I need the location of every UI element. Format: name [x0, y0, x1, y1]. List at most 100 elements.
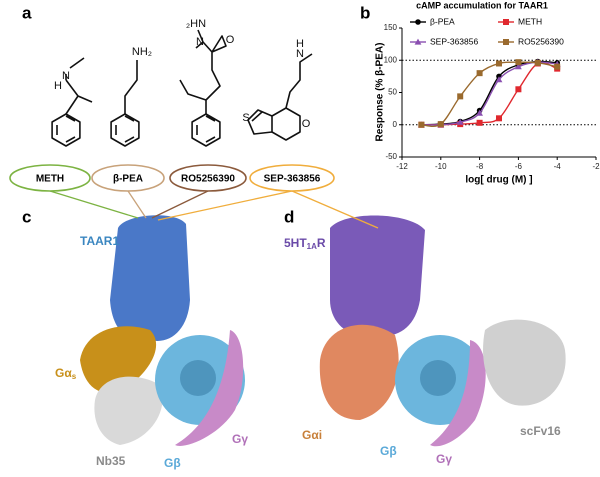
component-label: Gαs	[55, 366, 77, 381]
marker	[476, 109, 483, 116]
legend-label: β-PEA	[430, 16, 455, 26]
x-tick-label: -10	[435, 162, 447, 171]
density-map-c	[80, 215, 245, 446]
atom-label: N	[62, 70, 70, 82]
x-tick-label: -2	[592, 162, 600, 171]
atom-label: ₂HN	[186, 18, 206, 30]
gb-core	[420, 360, 456, 396]
bond	[179, 29, 227, 114]
marker	[495, 76, 503, 83]
molecule-skeletons	[51, 29, 313, 147]
label-main: scFv16	[520, 424, 561, 438]
name-ellipse	[9, 164, 91, 192]
x-tick-label: -6	[515, 162, 523, 171]
legend-marker	[414, 38, 422, 45]
atom-label: H	[54, 80, 62, 92]
name-ellipse	[169, 164, 247, 192]
legend-label: SEP-363856	[430, 36, 478, 46]
marker	[418, 121, 425, 128]
bond	[51, 113, 81, 147]
marker	[534, 59, 541, 66]
molecule-name: β-PEA	[113, 174, 143, 185]
gas-density	[80, 326, 157, 393]
component-label: scFv16	[520, 424, 561, 438]
panel-label: a	[22, 3, 32, 22]
x-tick-label: -8	[476, 162, 484, 171]
y-axis-label: Response (% β-PEA)	[375, 43, 386, 142]
marker	[456, 118, 464, 125]
marker	[476, 119, 483, 126]
label-main: Gαi	[302, 428, 322, 442]
atom-label: O	[226, 34, 235, 46]
label-sub: s	[72, 372, 77, 381]
legend-marker	[415, 19, 421, 25]
name-ellipse	[249, 164, 335, 192]
marker	[554, 63, 561, 70]
label-sub: 1A	[307, 242, 317, 251]
connector	[157, 190, 293, 221]
atom-label: H	[296, 38, 304, 50]
name-ellipse	[91, 164, 165, 192]
gg-density	[175, 330, 244, 446]
series-line	[421, 60, 558, 126]
bond	[124, 60, 138, 114]
atom-label: NH₂	[132, 46, 152, 58]
marker	[457, 93, 464, 100]
label-main: Gγ	[436, 452, 452, 466]
bond	[110, 113, 140, 147]
chart-title: cAMP accumulation for TAAR1	[416, 0, 548, 10]
label-main: TAAR1	[80, 234, 119, 248]
molecule-name: SEP-363856	[264, 174, 321, 185]
marker	[437, 121, 444, 128]
x-tick-label: -12	[396, 162, 408, 171]
molecule-name: RO5256390	[181, 174, 235, 185]
panel-label: c	[22, 207, 31, 226]
marker	[476, 70, 483, 77]
panel-label: b	[360, 3, 370, 22]
molecule-name: METH	[36, 174, 64, 185]
component-label: Gαi	[302, 428, 322, 442]
marker	[515, 59, 522, 66]
y-tick-label: -50	[385, 152, 397, 161]
marker	[496, 115, 502, 122]
bond	[65, 57, 93, 115]
component-label: TAAR1	[80, 234, 119, 248]
label-main: Gβ	[164, 456, 181, 470]
atom-label: S	[242, 112, 249, 124]
label-main: Gγ	[232, 432, 248, 446]
component-label: 5HT1AR	[284, 236, 326, 251]
marker	[515, 63, 522, 70]
nb35-density	[94, 376, 163, 445]
label-main: Gβ	[380, 444, 397, 458]
marker	[496, 60, 502, 67]
density-map-d	[319, 215, 566, 447]
x-axis-label: log[ drug (M) ]	[465, 175, 532, 186]
label-main: Nb35	[96, 454, 126, 468]
scfv16-density	[483, 319, 566, 406]
legend-marker	[503, 19, 509, 25]
atom-label: O	[302, 118, 311, 130]
component-label: Nb35	[96, 454, 126, 468]
x-tick-label: -4	[554, 162, 562, 171]
component-label: Gγ	[232, 432, 248, 446]
component-label: Gβ	[164, 456, 181, 470]
marker	[515, 86, 522, 93]
gg-density	[430, 340, 486, 447]
y-tick-label: 50	[388, 88, 397, 97]
label-main: 5HT	[284, 236, 307, 250]
panel-label: d	[284, 207, 294, 226]
component-label: Gβ	[380, 444, 397, 458]
y-tick-label: 150	[384, 23, 398, 32]
label-tail: R	[317, 236, 326, 250]
y-tick-label: 0	[393, 120, 398, 129]
atom-label: N	[196, 36, 204, 48]
connector	[49, 190, 139, 219]
connector	[151, 190, 209, 219]
y-tick-label: 100	[384, 55, 398, 64]
connector	[127, 190, 147, 219]
legend-label: METH	[518, 16, 542, 26]
taar1-density	[110, 215, 190, 341]
connector	[291, 190, 379, 229]
atom-label: N	[296, 48, 304, 60]
gai-density	[319, 324, 399, 420]
